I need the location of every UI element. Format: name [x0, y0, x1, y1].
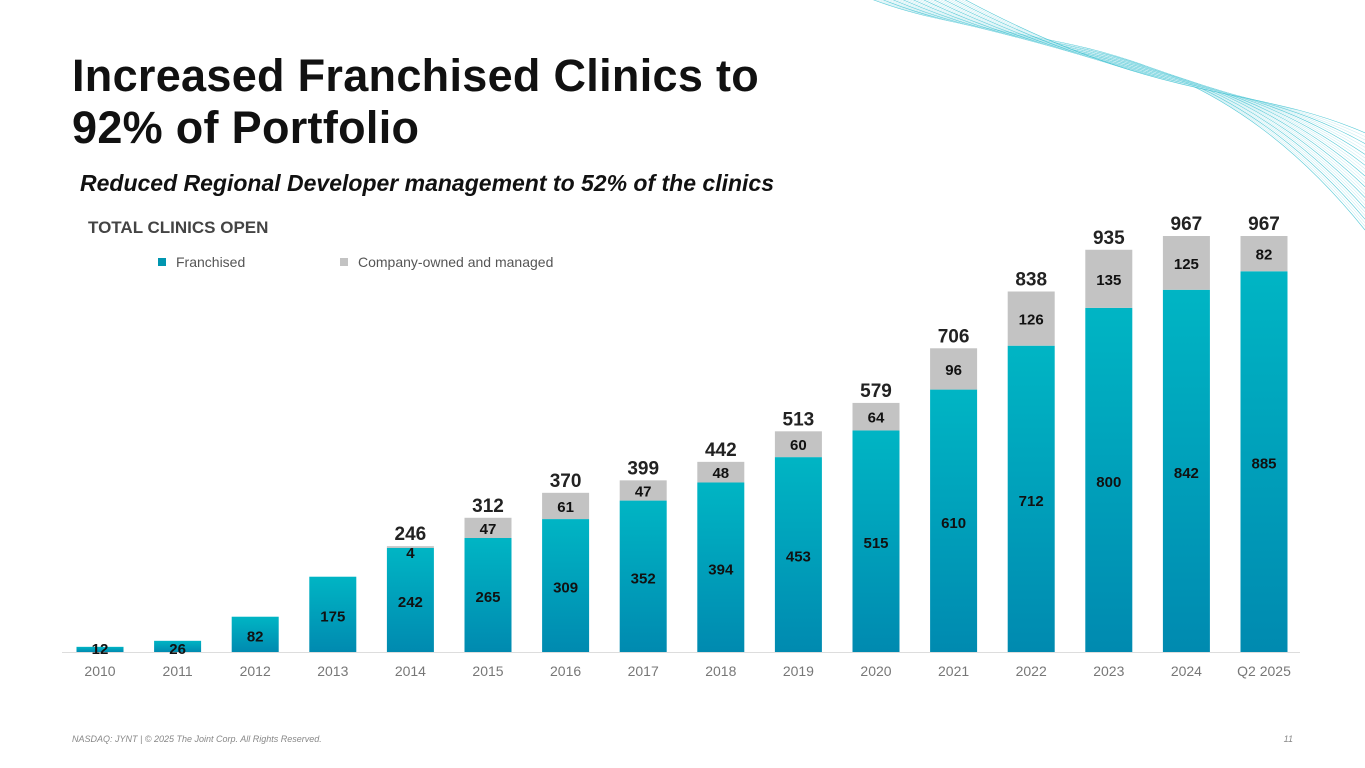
data-label-company-owned: 61 [557, 499, 574, 516]
data-label-franchised: 242 [398, 594, 423, 611]
x-tick-label: 2019 [783, 663, 814, 679]
data-label-company-owned: 4 [406, 545, 415, 562]
bar-company-owned [1240, 236, 1288, 272]
x-tick-label: 2020 [860, 663, 891, 679]
bar-franchised [154, 640, 202, 652]
data-label-franchised: 352 [631, 570, 656, 587]
bar-franchised [76, 646, 124, 652]
data-label-total: 935 [1093, 228, 1125, 249]
data-label-company-owned: 48 [712, 465, 729, 482]
bar-franchised [542, 519, 590, 652]
page-number: 11 [1283, 734, 1293, 744]
data-label-franchised: 453 [786, 549, 811, 566]
data-label-company-owned: 125 [1174, 256, 1199, 273]
data-label-company-owned: 47 [635, 483, 652, 500]
x-tick-label: 2010 [84, 663, 115, 679]
bar-company-owned [542, 492, 590, 520]
x-tick-label: 2012 [240, 663, 271, 679]
chart-title: TOTAL CLINICS OPEN [88, 218, 269, 237]
bar-company-owned [619, 480, 667, 501]
bar-franchised [464, 537, 512, 652]
data-label-franchised: 82 [247, 628, 264, 645]
bar-company-owned [386, 546, 434, 548]
bar-franchised [309, 576, 357, 652]
x-tick-label: 2017 [628, 663, 659, 679]
x-tick-label: 2023 [1093, 663, 1124, 679]
data-label-company-owned: 60 [790, 437, 807, 454]
bar-franchised [697, 482, 745, 652]
data-label-franchised: 309 [553, 580, 578, 597]
data-label-franchised: 12 [92, 641, 109, 658]
data-label-company-owned: 47 [480, 521, 497, 538]
legend-label: Company-owned and managed [358, 254, 554, 270]
data-label-franchised: 885 [1251, 456, 1276, 473]
footer: NASDAQ: JYNT | © 2025 The Joint Corp. Al… [72, 734, 322, 744]
bar-franchised [930, 389, 978, 652]
bar-franchised [774, 457, 822, 652]
data-label-total: 312 [472, 496, 504, 517]
data-label-company-owned: 64 [868, 410, 885, 427]
bar-franchised [1085, 307, 1133, 652]
x-tick-label: Q2 2025 [1237, 663, 1291, 679]
x-tick-label: 2011 [163, 663, 193, 679]
data-label-total: 399 [627, 458, 659, 479]
data-label-total: 370 [550, 471, 582, 492]
bar-franchised [1007, 345, 1055, 652]
x-tick-label: 2024 [1171, 663, 1202, 679]
legend-swatch-franchised [158, 258, 166, 266]
data-label-franchised: 842 [1174, 465, 1199, 482]
data-label-franchised: 394 [708, 561, 734, 578]
bar-company-owned [774, 431, 822, 458]
data-label-company-owned: 135 [1096, 272, 1121, 289]
bar-franchised [231, 616, 279, 652]
legend-label: Franchised [176, 254, 246, 270]
legend-company: Company-owned and managed [340, 254, 553, 270]
bar-franchised [1162, 289, 1210, 652]
bar-franchised [852, 430, 900, 652]
bar-company-owned [852, 402, 900, 431]
legend-swatch-company [340, 258, 348, 266]
x-tick-label: 2016 [550, 663, 581, 679]
data-label-franchised: 515 [863, 535, 888, 552]
data-label-total: 967 [1248, 214, 1280, 235]
data-label-total: 838 [1015, 269, 1047, 290]
bar-company-owned [464, 517, 512, 538]
legend-franchised: Franchised [158, 254, 245, 270]
data-label-franchised: 26 [169, 641, 186, 658]
bar-company-owned [697, 461, 745, 483]
bar-company-owned [1007, 291, 1055, 346]
page-title: Increased Franchised Clinics to 92% of Po… [72, 50, 759, 154]
data-label-franchised: 175 [320, 608, 345, 625]
data-label-company-owned: 126 [1019, 312, 1044, 329]
data-label-franchised: 712 [1019, 493, 1044, 510]
data-label-total: 706 [938, 326, 970, 347]
x-tick-label: 2018 [705, 663, 736, 679]
x-tick-label: 2021 [938, 663, 969, 679]
bar-company-owned [1085, 249, 1133, 308]
data-label-total: 246 [395, 524, 427, 545]
data-label-company-owned: 96 [945, 362, 962, 379]
data-label-franchised: 265 [475, 589, 500, 606]
bar-company-owned [930, 348, 978, 390]
data-label-total: 579 [860, 381, 892, 402]
data-label-company-owned: 82 [1256, 247, 1273, 264]
x-tick-label: 2015 [472, 663, 503, 679]
x-tick-label: 2013 [317, 663, 348, 679]
bar-franchised [619, 500, 667, 652]
data-label-total: 442 [705, 440, 737, 461]
x-tick-label: 2014 [395, 663, 426, 679]
subtitle: Reduced Regional Developer management to… [80, 170, 775, 196]
data-label-total: 513 [783, 409, 815, 430]
bar-company-owned [1162, 236, 1210, 290]
x-tick-label: 2022 [1016, 663, 1047, 679]
bar-franchised [386, 547, 434, 652]
title-line-2: 92% of Portfolio [72, 102, 420, 153]
title-line-1: Increased Franchised Clinics to [72, 50, 760, 101]
bar-franchised [1240, 271, 1288, 652]
data-label-total: 967 [1171, 214, 1203, 235]
data-label-franchised: 610 [941, 515, 966, 532]
data-label-franchised: 800 [1096, 474, 1121, 491]
